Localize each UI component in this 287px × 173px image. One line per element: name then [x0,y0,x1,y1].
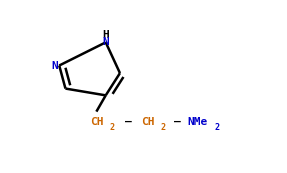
Text: H: H [102,30,109,40]
Text: N: N [102,37,109,47]
Text: —: — [174,117,181,127]
Text: —: — [125,117,131,127]
Text: N: N [51,61,58,71]
Text: 2: 2 [215,123,220,132]
Text: 2: 2 [160,123,165,132]
Text: CH: CH [141,117,155,127]
Text: CH: CH [90,117,104,127]
Text: NMe: NMe [187,117,208,127]
Text: 2: 2 [109,123,114,132]
